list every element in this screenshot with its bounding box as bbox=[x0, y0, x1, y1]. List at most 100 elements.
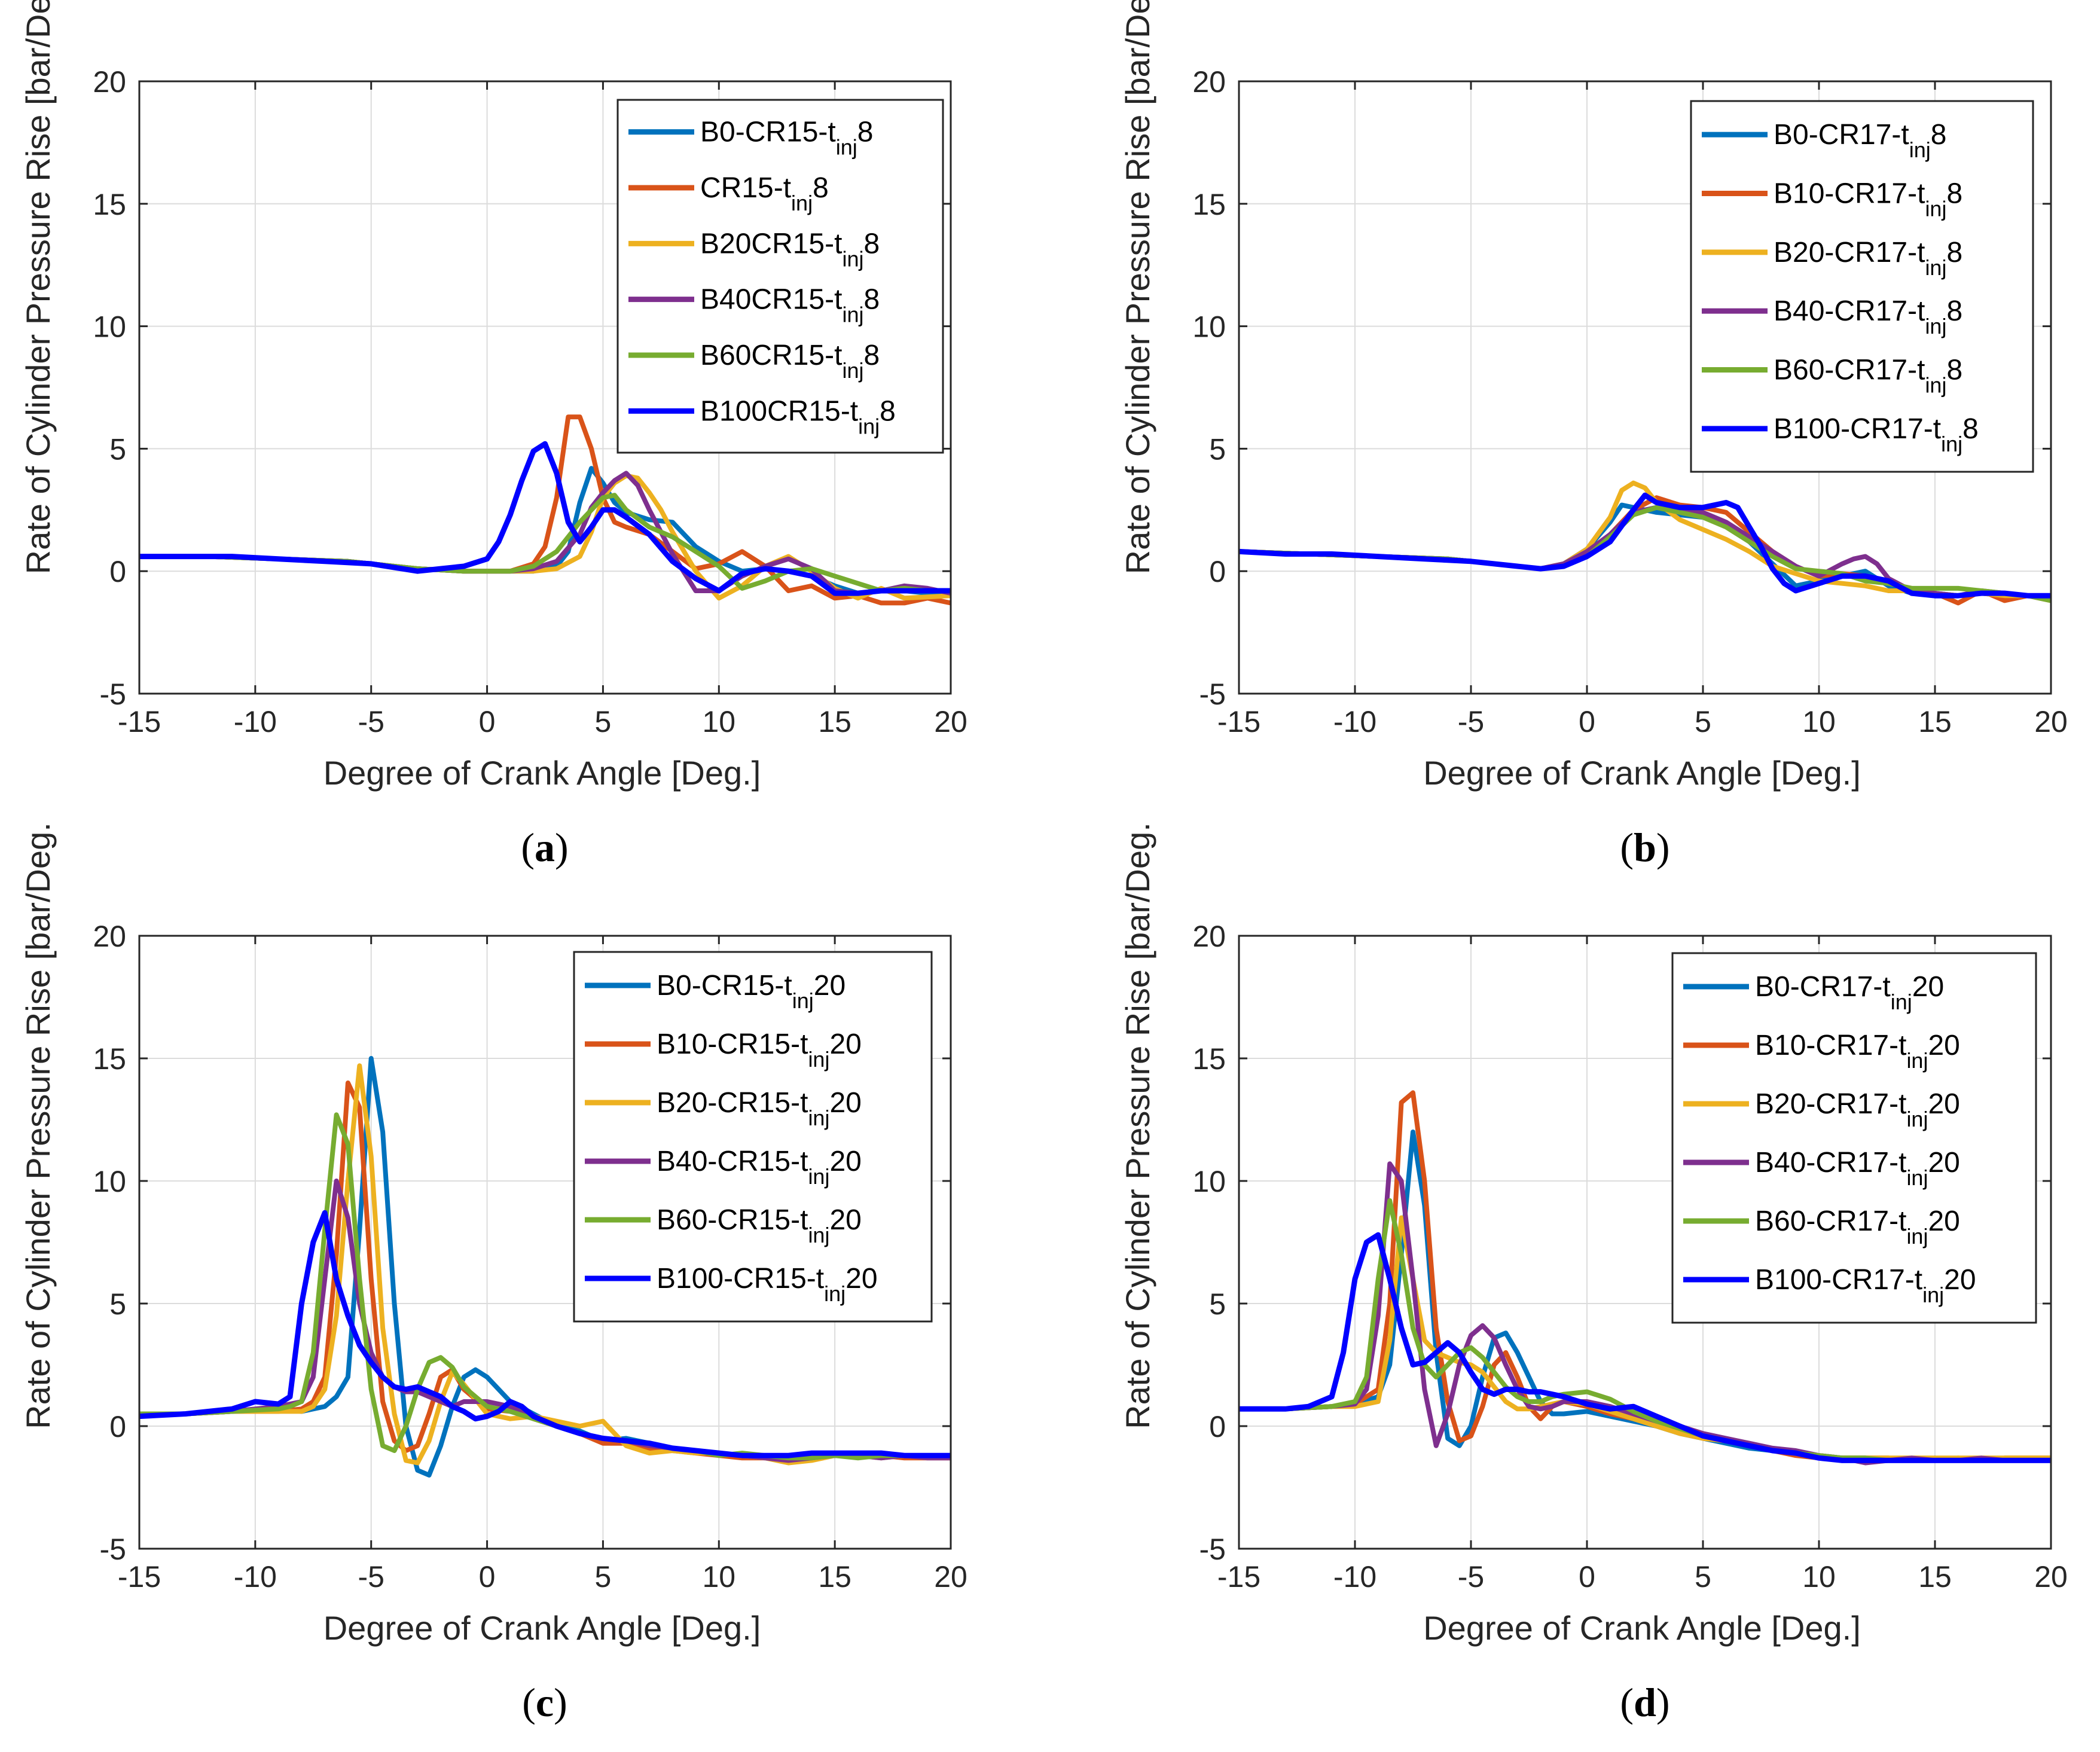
x-tick-label: 15 bbox=[1918, 1560, 1952, 1594]
x-tick-label: 0 bbox=[479, 705, 496, 738]
panel-label: (d) bbox=[1620, 1680, 1669, 1725]
legend-entry-label: B40CR15-tinj8 bbox=[700, 284, 880, 327]
legend-entry-label: B60-CR17-tinj8 bbox=[1774, 355, 1962, 398]
y-axis-label: Rate of Cylinder Pressure Rise [bar/Deg. bbox=[19, 0, 57, 574]
legend-entry-label: B100-CR17-tinj8 bbox=[1774, 413, 1979, 456]
legend-entry-label: B0-CR17-tinj20 bbox=[1755, 971, 1944, 1014]
axes-box bbox=[1238, 935, 2052, 1550]
y-tick-label: -5 bbox=[1199, 677, 1226, 711]
series-line-B100-CR17-tinj20 bbox=[1239, 1232, 2051, 1463]
x-tick-label: 5 bbox=[595, 1560, 612, 1594]
x-tick-label: -5 bbox=[1458, 705, 1484, 738]
y-tick-label: 0 bbox=[1209, 1410, 1226, 1443]
x-tick-label: -15 bbox=[118, 1560, 161, 1594]
x-axis-label: Degree of Crank Angle [Deg.] bbox=[1423, 754, 1861, 792]
legend-entry-label: B20-CR17-tinj20 bbox=[1755, 1088, 1960, 1131]
x-tick-label: 0 bbox=[479, 1560, 496, 1594]
x-tick-label: 5 bbox=[1695, 1560, 1711, 1594]
legend-entry-label: B0-CR17-tinj8 bbox=[1774, 119, 1946, 162]
axes-box bbox=[1238, 80, 2052, 695]
y-tick-label: 0 bbox=[109, 1410, 126, 1443]
y-tick-label: 10 bbox=[1192, 1165, 1226, 1198]
y-tick-label: -5 bbox=[1199, 1533, 1226, 1566]
legend-entry-label: B100-CR15-tinj20 bbox=[657, 1263, 878, 1306]
y-tick-label: 5 bbox=[1209, 1287, 1226, 1321]
y-tick-label: 5 bbox=[1209, 432, 1226, 466]
axes-box bbox=[138, 935, 952, 1550]
y-tick-label: 5 bbox=[109, 1287, 126, 1321]
legend-entry-label: B100-CR17-tinj20 bbox=[1755, 1264, 1976, 1307]
series-group bbox=[139, 1056, 951, 1478]
legend-entry-label: B20-CR17-tinj8 bbox=[1774, 237, 1962, 280]
x-tick-label: 5 bbox=[595, 705, 612, 738]
x-tick-label: 0 bbox=[1579, 705, 1595, 738]
y-tick-label: 15 bbox=[1192, 188, 1226, 221]
series-line-B60-CR15-tinj20 bbox=[139, 1112, 951, 1461]
x-tick-label: -10 bbox=[1333, 705, 1376, 738]
series-line-B100-CR15-tinj20 bbox=[139, 1210, 951, 1458]
x-tick-label: 10 bbox=[1802, 1560, 1836, 1594]
axes-box bbox=[138, 80, 952, 695]
x-axis-label: Degree of Crank Angle [Deg.] bbox=[323, 754, 761, 792]
y-axis-label: Rate of Cylinder Pressure Rise [bar/Deg. bbox=[19, 822, 57, 1429]
y-tick-label: 20 bbox=[93, 920, 126, 953]
chart-panel-c: -15 -10 -5 0 5 10 15 20 -5 0 5 10 15 20 Degree of Cran… bbox=[19, 822, 967, 1725]
x-tick-label: 15 bbox=[818, 1560, 851, 1594]
series-line-B100CR15-tinj8 bbox=[139, 441, 951, 596]
x-tick-label: 0 bbox=[1579, 1560, 1595, 1594]
x-tick-label: 20 bbox=[934, 705, 967, 738]
x-tick-label: 20 bbox=[2034, 705, 2068, 738]
chart-panel-a: -15 -10 -5 0 5 10 15 20 -5 0 5 10 15 20 Degree of Cran… bbox=[19, 0, 967, 870]
y-tick-label: 20 bbox=[1192, 920, 1226, 953]
x-tick-label: -5 bbox=[358, 1560, 384, 1594]
y-tick-label: 10 bbox=[93, 1165, 126, 1198]
legend-entry-label: B20-CR15-tinj20 bbox=[657, 1087, 862, 1130]
y-tick-label: 15 bbox=[93, 1042, 126, 1076]
x-tick-label: 5 bbox=[1695, 705, 1711, 738]
x-tick-label: 15 bbox=[818, 705, 851, 738]
y-axis-label: Rate of Cylinder Pressure Rise [bar/Deg. bbox=[1119, 0, 1156, 574]
x-tick-label: 15 bbox=[1918, 705, 1952, 738]
y-tick-label: 0 bbox=[1209, 555, 1226, 588]
x-tick-label: -10 bbox=[234, 705, 277, 738]
legend-entry-label: B10-CR15-tinj20 bbox=[657, 1028, 862, 1072]
x-tick-label: -10 bbox=[1333, 1560, 1376, 1594]
legend-entry-label: B20CR15-tinj8 bbox=[700, 228, 880, 271]
y-axis-label: Rate of Cylinder Pressure Rise [bar/Deg. bbox=[1119, 822, 1156, 1429]
y-tick-label: -5 bbox=[100, 1533, 126, 1566]
series-group bbox=[1239, 480, 2051, 606]
legend-entry-label: CR15-tinj8 bbox=[700, 172, 829, 215]
y-tick-label: 15 bbox=[93, 188, 126, 221]
legend: B0-CR17-tinj20 B10-CR17-tinj20 B20-CR17-ti… bbox=[1671, 952, 2037, 1324]
legend-box bbox=[1690, 100, 2034, 473]
legend-box bbox=[1671, 952, 2037, 1324]
x-tick-label: -15 bbox=[1217, 1560, 1260, 1594]
legend-entry-label: B0-CR15-tinj20 bbox=[657, 970, 846, 1013]
series-group bbox=[139, 414, 951, 606]
x-tick-label: 20 bbox=[934, 1560, 967, 1594]
y-tick-label: 20 bbox=[1192, 65, 1226, 99]
y-tick-label: 0 bbox=[109, 555, 126, 588]
x-axis-label: Degree of Crank Angle [Deg.] bbox=[323, 1609, 761, 1647]
legend-entry-label: B40-CR17-tinj8 bbox=[1774, 295, 1962, 338]
legend-entry-label: B60-CR17-tinj20 bbox=[1755, 1205, 1960, 1249]
y-tick-label: -5 bbox=[100, 677, 126, 711]
x-tick-label: 20 bbox=[2034, 1560, 2068, 1594]
series-group bbox=[1239, 1090, 2051, 1466]
y-tick-label: 15 bbox=[1192, 1042, 1226, 1076]
x-tick-label: -5 bbox=[1458, 1560, 1484, 1594]
x-tick-label: -5 bbox=[358, 705, 384, 738]
series-line-B20-CR15-tinj20 bbox=[139, 1063, 951, 1466]
legend-entry-label: B0-CR15-tinj8 bbox=[700, 117, 873, 160]
legend-entry-label: B60-CR15-tinj20 bbox=[657, 1204, 862, 1247]
legend-box bbox=[573, 951, 933, 1323]
legend-entry-label: B100CR15-tinj8 bbox=[700, 395, 896, 438]
x-tick-label: 10 bbox=[702, 705, 735, 738]
y-tick-label: 10 bbox=[93, 310, 126, 344]
chart-panel-d: -15 -10 -5 0 5 10 15 20 -5 0 5 10 15 20 Degree of Cran… bbox=[1119, 822, 2068, 1725]
legend: B0-CR15-tinj20 B10-CR15-tinj20 B20-CR15-ti… bbox=[573, 951, 933, 1323]
x-tick-label: -15 bbox=[118, 705, 161, 738]
y-tick-label: 10 bbox=[1192, 310, 1226, 344]
